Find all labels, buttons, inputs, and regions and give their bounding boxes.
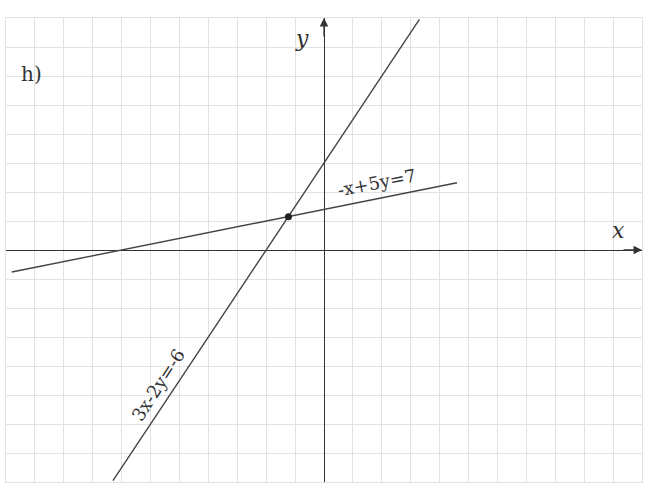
svg-text:x: x [612, 218, 625, 243]
svg-text:y: y [295, 26, 309, 51]
svg-text:3x-2y=-6: 3x-2y=-6 [127, 345, 189, 425]
svg-text:-x+5y=7: -x+5y=7 [336, 165, 418, 201]
svg-text:h): h) [21, 62, 42, 86]
